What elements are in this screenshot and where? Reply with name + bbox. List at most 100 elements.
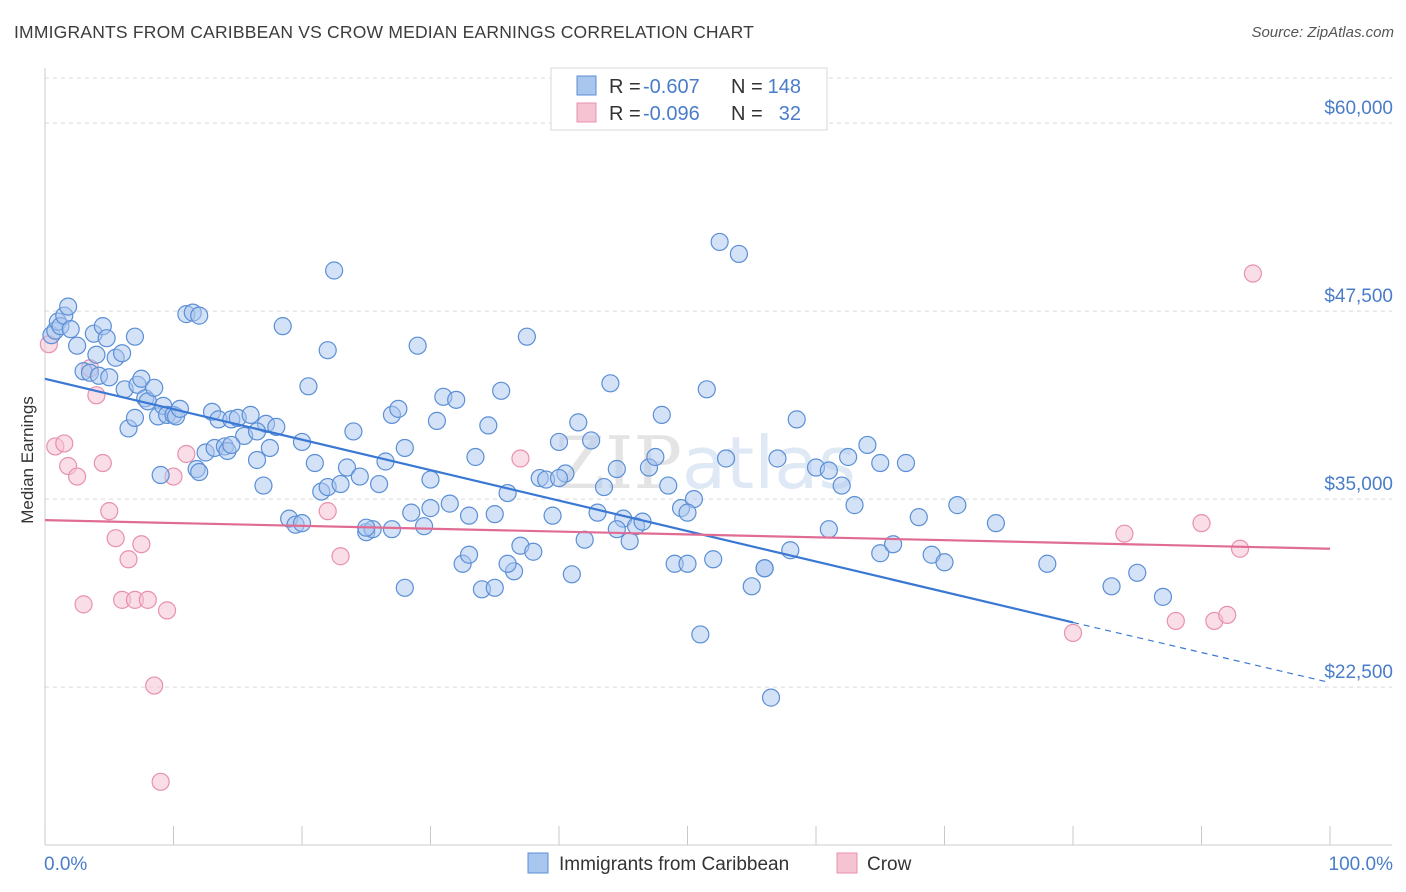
caribbean-point: [427, 411, 447, 430]
caribbean-point: [222, 435, 241, 455]
caribbean-point: [1153, 587, 1173, 606]
caribbean-point: [492, 381, 511, 400]
caribbean-point: [729, 244, 749, 264]
crow-point: [1243, 264, 1263, 283]
caribbean-point: [678, 503, 697, 522]
caribbean-point: [325, 261, 344, 280]
caribbean-point: [517, 327, 536, 346]
crow-point: [145, 676, 164, 695]
crow-points: [39, 264, 1263, 791]
caribbean-point: [305, 453, 324, 473]
caribbean-point: [125, 327, 145, 346]
caribbean-point: [395, 578, 414, 597]
caribbean-point: [389, 399, 408, 418]
crow-point: [1230, 539, 1250, 558]
caribbean-point: [620, 532, 639, 551]
legend-r-label-2: R =: [609, 103, 641, 125]
caribbean-point: [704, 550, 723, 569]
caribbean-point: [485, 505, 504, 524]
caribbean-point: [466, 447, 485, 467]
caribbean-point: [549, 468, 569, 488]
crow-point: [318, 502, 337, 521]
crow-point: [1166, 611, 1185, 631]
crow-point: [511, 449, 530, 468]
caribbean-point: [607, 520, 626, 539]
caribbean-point: [839, 447, 858, 467]
legend-n-label-2: N =: [731, 103, 763, 125]
caribbean-point: [382, 520, 402, 539]
caribbean-point: [337, 458, 357, 477]
caribbean-point: [948, 496, 967, 515]
caribbean-point: [896, 453, 916, 473]
caribbean-point: [845, 496, 864, 515]
legend-r-value-2: -0.096: [643, 103, 700, 125]
crow-trend-line: [44, 519, 1331, 550]
caribbean-point: [652, 405, 671, 424]
caribbean-point: [935, 553, 954, 572]
caribbean-point: [459, 506, 479, 525]
caribbean-point: [646, 447, 665, 467]
crow-point: [93, 453, 112, 473]
caribbean-point: [607, 459, 626, 479]
caribbean-point: [260, 438, 279, 458]
caribbean-point: [575, 530, 594, 549]
crow-point: [119, 550, 138, 569]
crow-point: [157, 601, 177, 620]
legend-swatch-crow: [576, 102, 597, 123]
bottom-legend-label-crow: Crow: [867, 854, 912, 875]
x-tick-labels: 0.0% 100.0%: [44, 854, 1393, 875]
crow-point: [106, 529, 125, 548]
caribbean-point: [241, 405, 260, 424]
y-tick-label: $47,500: [1324, 286, 1393, 307]
caribbean-point: [543, 506, 562, 525]
legend-n-value-2: 32: [779, 103, 801, 125]
caribbean-point: [421, 499, 440, 518]
crow-point: [74, 595, 93, 614]
caribbean-point: [697, 380, 716, 399]
caribbean-point: [447, 390, 466, 409]
caribbean-point: [299, 377, 318, 396]
crow-point: [177, 444, 196, 464]
series-legend: Immigrants from Caribbean Crow: [527, 852, 912, 875]
caribbean-point: [691, 625, 710, 644]
caribbean-point: [331, 474, 350, 494]
caribbean-point: [755, 559, 774, 578]
caribbean-point: [395, 438, 414, 458]
axes: [44, 68, 1392, 846]
crow-point: [1063, 623, 1083, 643]
caribbean-point: [787, 410, 806, 429]
caribbean-point: [768, 449, 787, 468]
caribbean-point: [414, 517, 434, 536]
caribbean-point: [871, 453, 890, 473]
caribbean-point: [819, 461, 838, 480]
caribbean-point: [125, 408, 145, 427]
caribbean-point: [344, 422, 363, 441]
caribbean-point: [97, 329, 116, 348]
caribbean-point: [562, 565, 581, 584]
caribbean-point: [132, 369, 151, 388]
legend-n-label-1: N =: [731, 76, 763, 98]
caribbean-point: [421, 470, 440, 489]
caribbean-trend-extension: [1072, 621, 1331, 684]
caribbean-point: [498, 554, 517, 573]
caribbean-point: [858, 435, 877, 455]
caribbean-point: [59, 297, 78, 316]
caribbean-points: [42, 232, 1173, 707]
y-tick-label: $35,000: [1324, 474, 1393, 495]
caribbean-point: [710, 232, 729, 252]
caribbean-point: [588, 503, 607, 522]
crow-point: [1218, 605, 1237, 625]
crow-point: [55, 434, 74, 453]
bottom-legend-label-caribbean: Immigrants from Caribbean: [559, 854, 789, 875]
caribbean-point: [742, 577, 761, 596]
caribbean-point: [1128, 563, 1147, 582]
caribbean-point: [267, 417, 286, 437]
caribbean-point: [569, 413, 588, 432]
trend-lines: [44, 377, 1331, 684]
caribbean-point: [459, 545, 479, 564]
x-tick-label: 0.0%: [44, 854, 87, 875]
caribbean-point: [1102, 577, 1121, 596]
caribbean-point: [479, 416, 498, 435]
caribbean-point: [819, 520, 838, 539]
